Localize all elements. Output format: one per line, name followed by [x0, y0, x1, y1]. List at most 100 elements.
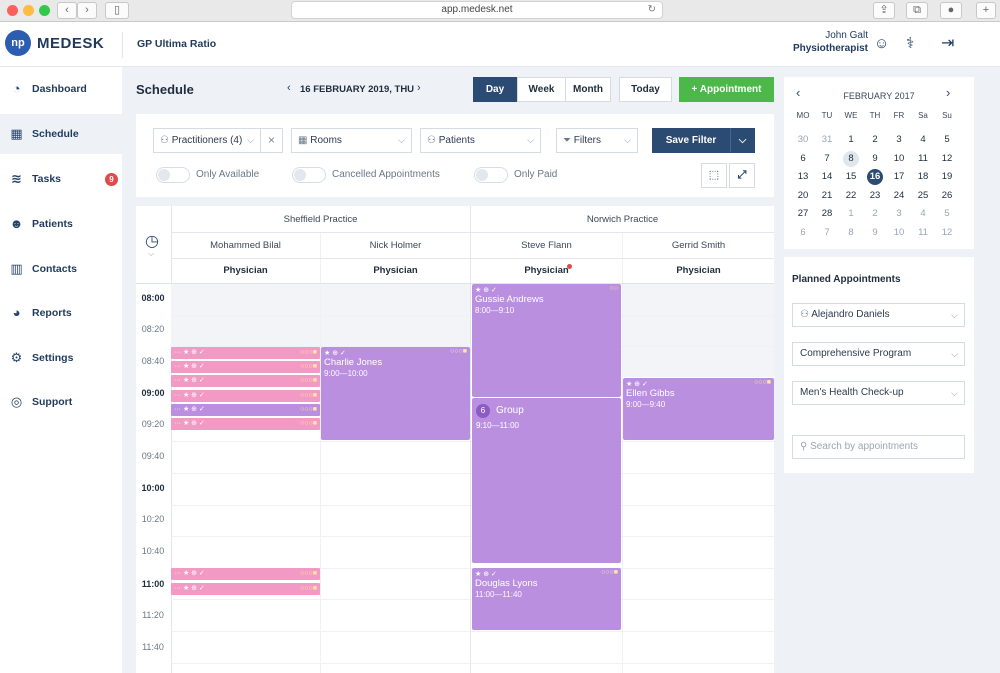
appointment-card[interactable]: ★ ⊕ ✓ ○○○■ Douglas Lyons 11:00—11:40: [472, 568, 621, 630]
extension-icon[interactable]: ●: [940, 2, 962, 19]
calendar-day[interactable]: 2: [872, 134, 878, 145]
maximize-window-icon[interactable]: [39, 5, 50, 16]
sidebar-item-tasks[interactable]: ≋ Tasks 9: [0, 159, 122, 199]
current-date[interactable]: 16 FEBRUARY 2019, THU: [300, 84, 415, 95]
calendar-day[interactable]: 26: [941, 189, 953, 201]
calendar-day[interactable]: 22: [845, 189, 857, 201]
calendar-day[interactable]: 23: [869, 189, 881, 201]
patients-select[interactable]: ⚇ Patients ⌵: [420, 128, 541, 153]
calendar-day[interactable]: 3: [896, 134, 902, 145]
address-bar[interactable]: app.medesk.net ↻: [291, 1, 663, 19]
appointment-slot[interactable]: ··· ★ ⊕ ✓ ○○○■: [171, 347, 320, 359]
calendar-day[interactable]: 15: [845, 171, 857, 182]
calendar-day[interactable]: 7: [824, 226, 830, 238]
filters-select[interactable]: ⏷ Filters ⌵: [556, 128, 638, 153]
reload-icon[interactable]: ↻: [647, 4, 656, 15]
calendar-day[interactable]: 8: [843, 150, 859, 167]
calendar-day[interactable]: 4: [920, 208, 926, 219]
chevron-down-icon[interactable]: ⌵: [148, 249, 155, 258]
appointment-slot[interactable]: ··· ★ ⊕ ✓ ○○○■: [171, 583, 320, 595]
sidebar-item-contacts[interactable]: ▥ Contacts: [0, 249, 122, 289]
calendar-day[interactable]: 16: [867, 169, 883, 185]
appointment-slot[interactable]: ··· ★ ⊕ ✓ ○○○■: [171, 568, 320, 580]
calendar-day[interactable]: 14: [821, 171, 833, 182]
view-week-button[interactable]: Week: [517, 77, 566, 102]
practitioner-name[interactable]: Steve Flann: [521, 240, 572, 251]
calendar-day[interactable]: 27: [797, 208, 809, 219]
appointment-slot[interactable]: ··· ★ ⊕ ✓ ○○○■: [171, 404, 320, 416]
calendar-day[interactable]: 21: [821, 189, 833, 201]
user-role[interactable]: Physiotherapist: [792, 43, 868, 54]
sidebar-toggle-icon[interactable]: ▯: [105, 2, 129, 19]
calendar-day[interactable]: 3: [896, 208, 902, 219]
back-icon[interactable]: ‹: [57, 2, 77, 19]
appointment-slot[interactable]: ··· ★ ⊕ ✓ ○○○■: [171, 390, 320, 402]
clear-practitioners-icon[interactable]: ×: [260, 129, 282, 152]
save-filter-dropdown-icon[interactable]: ⌵: [730, 128, 755, 153]
calendar-day[interactable]: 24: [893, 189, 905, 201]
checkup-select[interactable]: Men's Health Check-up ⌵: [792, 381, 965, 405]
logo-icon[interactable]: np: [5, 30, 31, 56]
view-month-button[interactable]: Month: [565, 77, 611, 102]
calendar-day[interactable]: 8: [848, 226, 854, 238]
appointment-search-input[interactable]: ⚲ Search by appointments: [792, 435, 965, 459]
appointment-slot[interactable]: ··· ★ ⊕ ✓ ○○○■: [171, 361, 320, 373]
new-tab-icon[interactable]: +: [976, 2, 996, 19]
sidebar-item-dashboard[interactable]: ◔ Dashboard: [0, 69, 122, 109]
appointment-card[interactable]: ★ ⊕ ✓ ○○○■ Charlie Jones 9:00—10:00: [321, 347, 470, 440]
practitioner-name[interactable]: Nick Holmer: [369, 240, 422, 251]
only-paid-toggle[interactable]: [474, 167, 508, 183]
calendar-day[interactable]: 6: [800, 152, 806, 164]
calendar-day[interactable]: 20: [797, 189, 809, 201]
calendar-day[interactable]: 7: [824, 152, 830, 164]
calendar-day[interactable]: 11: [918, 226, 928, 238]
next-month-icon[interactable]: ›: [946, 85, 951, 100]
logout-icon[interactable]: ⇥: [941, 35, 955, 52]
forward-icon[interactable]: ›: [77, 2, 97, 19]
smile-icon[interactable]: ☺: [874, 35, 890, 52]
sidebar-item-reports[interactable]: ◕ Reports: [0, 293, 122, 333]
close-window-icon[interactable]: [7, 5, 18, 16]
calendar-day[interactable]: 17: [893, 171, 905, 182]
calendar-day[interactable]: 28: [821, 208, 833, 219]
appointment-card[interactable]: ★ ⊕ ✓ ○○○■ Ellen Gibbs 9:00—9:40: [623, 378, 774, 440]
program-select[interactable]: Comprehensive Program ⌵: [792, 342, 965, 366]
calendar-day[interactable]: 1: [848, 208, 854, 219]
calendar-day[interactable]: 10: [893, 226, 905, 238]
save-filter-button[interactable]: Save Filter: [652, 128, 730, 153]
calendar-day[interactable]: 12: [941, 152, 953, 164]
calendar-day[interactable]: 12: [941, 226, 953, 238]
logo-text[interactable]: MEDESK: [37, 35, 105, 52]
practitioners-select[interactable]: ⚇ Practitioners (4) ⌵ ×: [153, 128, 283, 153]
appointment-slot[interactable]: ··· ★ ⊕ ✓ ○○○■: [171, 418, 320, 430]
user-name[interactable]: John Galt: [825, 30, 868, 41]
calendar-day[interactable]: 4: [920, 134, 926, 145]
group-appointment-card[interactable]: 6 Group 9:10—11:00: [472, 398, 621, 563]
appointment-slot[interactable]: ··· ★ ⊕ ✓ ○○○■: [171, 375, 320, 387]
prev-month-icon[interactable]: ‹: [796, 85, 801, 100]
sidebar-item-support[interactable]: ◎ Support: [0, 382, 122, 422]
rooms-select[interactable]: ▦ Rooms ⌵: [291, 128, 412, 153]
sidebar-item-schedule[interactable]: ▦ Schedule: [0, 114, 122, 154]
clock-icon[interactable]: ◷: [145, 233, 159, 250]
practitioner-name[interactable]: Mohammed Bilal: [210, 240, 281, 251]
next-date-icon[interactable]: ›: [417, 82, 421, 94]
practitioner-name[interactable]: Gerrid Smith: [671, 240, 726, 251]
tabs-icon[interactable]: ⧉: [906, 2, 928, 19]
calendar-day[interactable]: 9: [872, 152, 878, 164]
sidebar-item-patients[interactable]: ☻ Patients: [0, 204, 122, 244]
calendar-day[interactable]: 11: [918, 152, 928, 164]
calendar-day[interactable]: 25: [917, 189, 929, 201]
patient-select[interactable]: ⚇ Alejandro Daniels ⌵: [792, 303, 965, 327]
calendar-day[interactable]: 5: [944, 208, 950, 219]
doctor-icon[interactable]: ⚕: [906, 35, 915, 52]
view-day-button[interactable]: Day: [473, 77, 517, 102]
fullscreen-icon[interactable]: ⤢: [729, 163, 755, 188]
calendar-day[interactable]: 9: [872, 226, 878, 238]
add-appointment-button[interactable]: + Appointment: [679, 77, 774, 102]
share-icon[interactable]: ⇪: [873, 2, 895, 19]
calendar-day[interactable]: 18: [917, 171, 929, 182]
calendar-day[interactable]: 5: [944, 134, 950, 145]
calendar-day[interactable]: 30: [797, 134, 809, 145]
prev-date-icon[interactable]: ‹: [287, 82, 291, 94]
